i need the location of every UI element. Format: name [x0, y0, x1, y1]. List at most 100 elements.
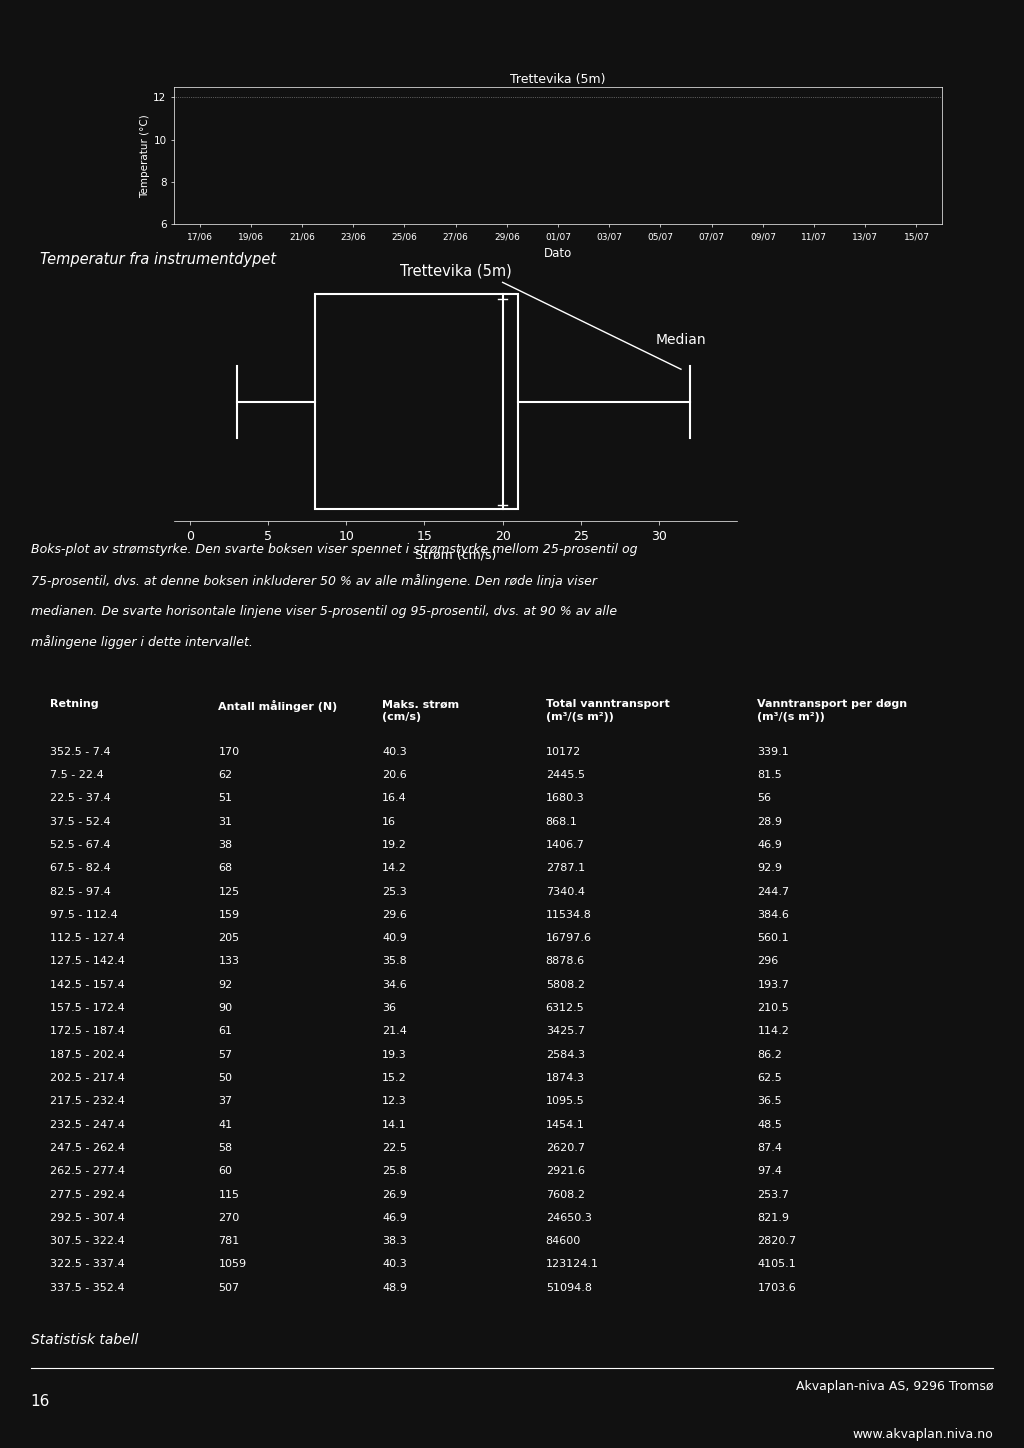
Text: 3425.7: 3425.7 — [546, 1027, 585, 1037]
Text: 127.5 - 142.4: 127.5 - 142.4 — [50, 957, 125, 966]
Text: 48.9: 48.9 — [382, 1283, 408, 1293]
Text: 337.5 - 352.4: 337.5 - 352.4 — [50, 1283, 125, 1293]
Text: 1454.1: 1454.1 — [546, 1119, 585, 1129]
Text: 16: 16 — [31, 1394, 50, 1409]
Text: 75-prosentil, dvs. at denne boksen inkluderer 50 % av alle målingene. Den røde l: 75-prosentil, dvs. at denne boksen inklu… — [31, 573, 597, 588]
Text: Antall målinger (N): Antall målinger (N) — [218, 699, 338, 711]
X-axis label: Strøm (cm/s): Strøm (cm/s) — [415, 549, 497, 562]
Text: 187.5 - 202.4: 187.5 - 202.4 — [50, 1050, 125, 1060]
Text: 51094.8: 51094.8 — [546, 1283, 592, 1293]
Text: 19.3: 19.3 — [382, 1050, 407, 1060]
Text: 247.5 - 262.4: 247.5 - 262.4 — [50, 1142, 125, 1153]
Text: 339.1: 339.1 — [758, 747, 790, 757]
Text: 92.9: 92.9 — [758, 863, 782, 873]
Text: Median: Median — [655, 333, 707, 348]
Text: 270: 270 — [218, 1213, 240, 1222]
Text: 12.3: 12.3 — [382, 1096, 407, 1106]
Text: 322.5 - 337.4: 322.5 - 337.4 — [50, 1260, 125, 1270]
Text: 62.5: 62.5 — [758, 1073, 782, 1083]
Text: 1406.7: 1406.7 — [546, 840, 585, 850]
Text: 5808.2: 5808.2 — [546, 980, 585, 990]
Text: 10172: 10172 — [546, 747, 581, 757]
Text: 115: 115 — [218, 1189, 240, 1199]
Text: 232.5 - 247.4: 232.5 - 247.4 — [50, 1119, 125, 1129]
Text: 123124.1: 123124.1 — [546, 1260, 599, 1270]
Text: Maks. strøm
(cm/s): Maks. strøm (cm/s) — [382, 699, 459, 723]
Text: 57: 57 — [218, 1050, 232, 1060]
Text: 307.5 - 322.4: 307.5 - 322.4 — [50, 1237, 125, 1247]
Text: 507: 507 — [218, 1283, 240, 1293]
Text: 86.2: 86.2 — [758, 1050, 782, 1060]
X-axis label: Dato: Dato — [544, 246, 572, 259]
Title: Trettevika (5m): Trettevika (5m) — [510, 72, 606, 85]
Text: 35.8: 35.8 — [382, 957, 407, 966]
Text: 25.8: 25.8 — [382, 1166, 407, 1176]
Text: 29.6: 29.6 — [382, 909, 407, 919]
Text: 14.1: 14.1 — [382, 1119, 407, 1129]
Text: 20.6: 20.6 — [382, 770, 407, 780]
Text: 296: 296 — [758, 957, 778, 966]
Text: Akvaplan-niva AS, 9296 Tromsø: Akvaplan-niva AS, 9296 Tromsø — [796, 1380, 993, 1393]
Text: 244.7: 244.7 — [758, 886, 790, 896]
Text: Total vanntransport
(m³/(s m²)): Total vanntransport (m³/(s m²)) — [546, 699, 670, 723]
Text: 2921.6: 2921.6 — [546, 1166, 585, 1176]
Text: 781: 781 — [218, 1237, 240, 1247]
Text: 170: 170 — [218, 747, 240, 757]
Text: 41: 41 — [218, 1119, 232, 1129]
Text: 205: 205 — [218, 933, 240, 943]
Text: målingene ligger i dette intervallet.: målingene ligger i dette intervallet. — [31, 636, 253, 649]
Text: 157.5 - 172.4: 157.5 - 172.4 — [50, 1003, 125, 1014]
Text: 36.5: 36.5 — [758, 1096, 782, 1106]
Text: 22.5 - 37.4: 22.5 - 37.4 — [50, 794, 111, 804]
Text: 34.6: 34.6 — [382, 980, 407, 990]
Text: 40.3: 40.3 — [382, 747, 407, 757]
Text: 11534.8: 11534.8 — [546, 909, 592, 919]
Text: 159: 159 — [218, 909, 240, 919]
Text: 172.5 - 187.4: 172.5 - 187.4 — [50, 1027, 125, 1037]
Text: Retning: Retning — [50, 699, 98, 710]
Text: 16: 16 — [382, 817, 396, 827]
Text: 97.4: 97.4 — [758, 1166, 782, 1176]
Text: 19.2: 19.2 — [382, 840, 407, 850]
Text: 31: 31 — [218, 817, 232, 827]
Text: 16.4: 16.4 — [382, 794, 407, 804]
Text: 4105.1: 4105.1 — [758, 1260, 797, 1270]
Text: 87.4: 87.4 — [758, 1142, 782, 1153]
Text: 112.5 - 127.4: 112.5 - 127.4 — [50, 933, 125, 943]
Text: 56: 56 — [758, 794, 771, 804]
Text: 25.3: 25.3 — [382, 886, 407, 896]
Text: 2584.3: 2584.3 — [546, 1050, 585, 1060]
Text: 58: 58 — [218, 1142, 232, 1153]
Text: 90: 90 — [218, 1003, 232, 1014]
Text: 48.5: 48.5 — [758, 1119, 782, 1129]
Text: 22.5: 22.5 — [382, 1142, 407, 1153]
Text: 26.9: 26.9 — [382, 1189, 407, 1199]
Text: 51: 51 — [218, 794, 232, 804]
Text: 6312.5: 6312.5 — [546, 1003, 585, 1014]
Text: 7608.2: 7608.2 — [546, 1189, 585, 1199]
Text: 21.4: 21.4 — [382, 1027, 407, 1037]
Text: Boks-plot av strømstyrke. Den svarte boksen viser spennet i strømstyrke mellom 2: Boks-plot av strømstyrke. Den svarte bok… — [31, 543, 637, 556]
Text: 61: 61 — [218, 1027, 232, 1037]
Text: 36: 36 — [382, 1003, 396, 1014]
Bar — [315, 294, 518, 510]
Text: 2787.1: 2787.1 — [546, 863, 585, 873]
Text: 125: 125 — [218, 886, 240, 896]
Text: 352.5 - 7.4: 352.5 - 7.4 — [50, 747, 111, 757]
Y-axis label: Temperatur (°C): Temperatur (°C) — [140, 114, 151, 197]
Text: 821.9: 821.9 — [758, 1213, 790, 1222]
Text: 97.5 - 112.4: 97.5 - 112.4 — [50, 909, 118, 919]
Text: 7.5 - 22.4: 7.5 - 22.4 — [50, 770, 103, 780]
Text: Statistisk tabell: Statistisk tabell — [31, 1334, 138, 1347]
Text: 37: 37 — [218, 1096, 232, 1106]
Text: 202.5 - 217.4: 202.5 - 217.4 — [50, 1073, 125, 1083]
Text: 67.5 - 82.4: 67.5 - 82.4 — [50, 863, 111, 873]
Text: Temperatur fra instrumentdypet: Temperatur fra instrumentdypet — [40, 252, 276, 268]
Text: 28.9: 28.9 — [758, 817, 782, 827]
Text: 262.5 - 277.4: 262.5 - 277.4 — [50, 1166, 125, 1176]
Text: 114.2: 114.2 — [758, 1027, 790, 1037]
Text: 92: 92 — [218, 980, 232, 990]
Text: 1680.3: 1680.3 — [546, 794, 585, 804]
Text: 217.5 - 232.4: 217.5 - 232.4 — [50, 1096, 125, 1106]
Text: Vanntransport per døgn
(m³/(s m²)): Vanntransport per døgn (m³/(s m²)) — [758, 699, 907, 723]
